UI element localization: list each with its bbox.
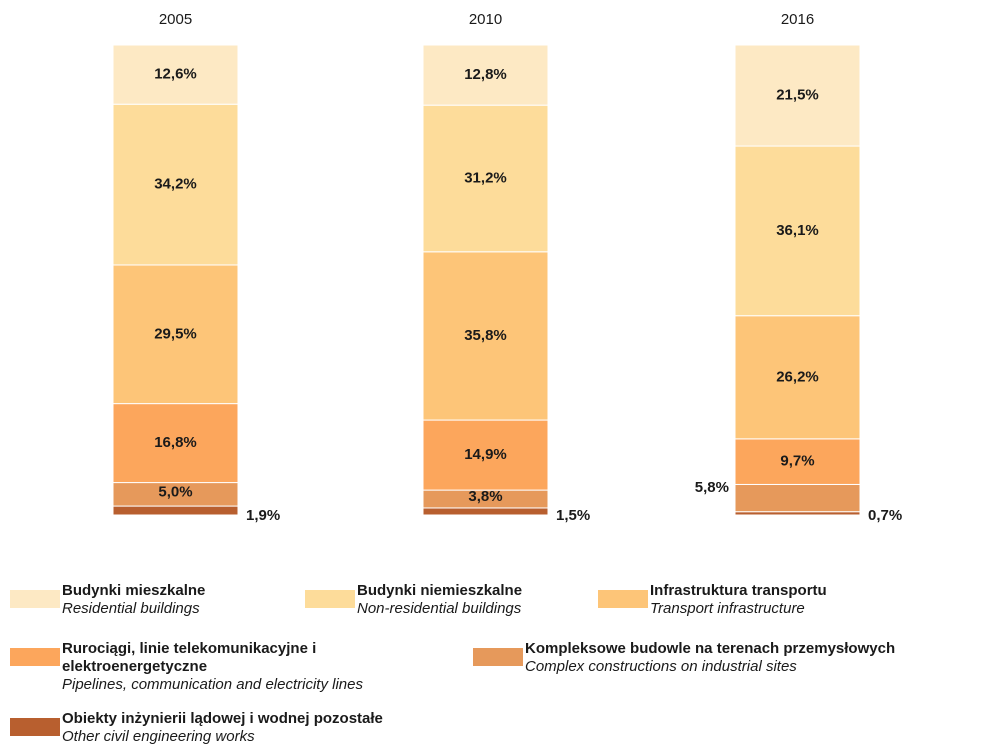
value-label: 34,2%	[154, 176, 197, 193]
bar-segment	[112, 403, 239, 484]
value-label: 1,9%	[246, 507, 280, 524]
legend-name: Infrastruktura transportu	[650, 582, 827, 599]
legend-name-en: Residential buildings	[62, 600, 200, 617]
value-label: 0,7%	[868, 507, 902, 524]
legend-item: Rurociągi, linie telekomunikacyjne i ele…	[62, 640, 363, 694]
value-label: 9,7%	[780, 453, 814, 470]
bar-segment	[422, 251, 549, 421]
value-label: 16,8%	[154, 434, 197, 451]
bar-segment	[422, 104, 549, 253]
legend-name: Budynki niemieszkalne	[357, 582, 523, 599]
category-label: 2010	[469, 11, 502, 28]
value-label: 29,5%	[154, 325, 197, 342]
bar-segment	[112, 505, 239, 516]
legend-swatch	[10, 590, 60, 608]
legend-swatch	[10, 718, 60, 736]
value-label: 26,2%	[776, 368, 819, 385]
legend-name-en: Complex constructions on industrial site…	[525, 658, 797, 675]
legend-item: Budynki mieszkalne Residential buildings	[62, 582, 512, 618]
value-label: 12,8%	[464, 66, 507, 83]
legend-swatch	[598, 590, 648, 608]
value-label: 1,5%	[556, 507, 590, 524]
chart: 2005 1,9% 5,0% 16,8% 29,5% 34,2% 12,6% 2010 1,5%…	[112, 11, 902, 524]
bar-segment	[734, 44, 861, 147]
legend-name: Budynki mieszkalne	[62, 582, 206, 599]
legend-item: Kompleksowe budowle na terenach przemysł…	[525, 640, 989, 676]
legend-item: Budynki niemieszkalne Non-residential bui…	[357, 582, 817, 618]
category-label: 2016	[781, 11, 814, 28]
legend-name-en: Non-residential buildings	[357, 600, 522, 617]
legend-name-en: Other civil engineering works	[62, 728, 255, 745]
legend-name: Kompleksowe budowle na terenach przemysł…	[525, 640, 896, 657]
bar-segment	[734, 438, 861, 485]
value-label: 3,8%	[468, 488, 502, 505]
legend-name: Rurociągi, linie telekomunikacyjne i ele…	[62, 640, 317, 675]
legend-name: Obiekty inżynierii lądowej i wodnej pozo…	[62, 710, 383, 727]
legend-swatch	[305, 590, 355, 608]
bar-segment	[422, 507, 549, 516]
value-label: 5,8%	[695, 479, 729, 496]
bar-segment	[422, 44, 549, 106]
legend-name-en: Transport infrastructure	[650, 600, 805, 617]
legend-item: Infrastruktura transportu Transport infra…	[650, 582, 989, 618]
bar-segment	[112, 103, 239, 266]
value-label: 36,1%	[776, 222, 819, 239]
value-label: 31,2%	[464, 169, 507, 186]
category-label: 2005	[159, 11, 192, 28]
bar-segment	[112, 44, 239, 105]
legend-item: Obiekty inżynierii lądowej i wodnej pozo…	[62, 710, 692, 746]
legend-swatch	[10, 648, 60, 666]
value-label: 14,9%	[464, 446, 507, 463]
bar-segment	[734, 145, 861, 317]
legend-swatch	[473, 648, 523, 666]
value-label: 21,5%	[776, 86, 819, 103]
legend-name-en: Pipelines, communication and electricity…	[62, 676, 363, 693]
value-label: 5,0%	[158, 483, 192, 500]
value-label: 35,8%	[464, 327, 507, 344]
bar-segment	[734, 483, 861, 513]
value-label: 12,6%	[154, 66, 197, 83]
bar-segment	[734, 315, 861, 440]
